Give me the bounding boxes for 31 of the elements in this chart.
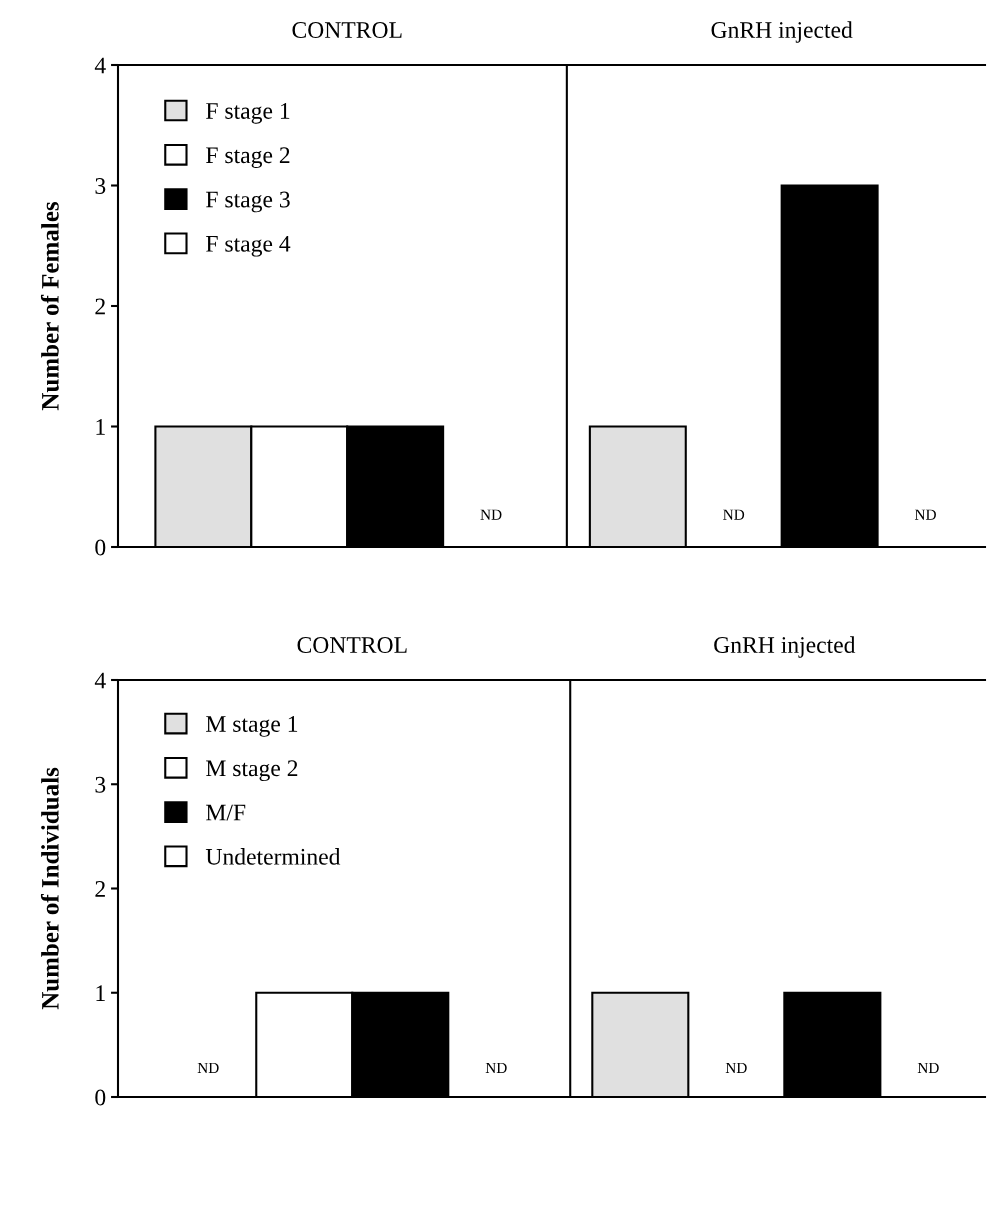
- legend-label: M stage 2: [206, 760, 298, 782]
- y-tick-label: 3: [95, 776, 106, 793]
- y-tick-label: 2: [95, 298, 105, 315]
- x-tick-label: CONTROL: [292, 22, 402, 38]
- annotation: ND: [480, 509, 502, 520]
- y-axis-title: Number of Females: [40, 202, 59, 411]
- y-tick-label: 1: [96, 985, 105, 1001]
- y-tick-label: 0: [95, 539, 106, 556]
- annotation: ND: [485, 1062, 507, 1073]
- y-tick-label: 2: [95, 881, 105, 897]
- annotation: ND: [197, 1062, 219, 1073]
- legend-label: M/F: [206, 804, 246, 821]
- legend-label: F stage 3: [206, 191, 290, 213]
- legend-label: F stage 4: [206, 235, 291, 257]
- legend-label: M stage 1: [206, 716, 298, 737]
- y-axis-title: Number of Individuals: [40, 767, 59, 1010]
- legend-label: F stage 1: [206, 103, 290, 124]
- legend-label: Undetermined: [205, 848, 341, 865]
- annotation: ND: [723, 509, 745, 520]
- x-tick-label: GnRH injected: [714, 636, 856, 658]
- y-tick-label: 4: [94, 57, 106, 74]
- legend-label: F stage 2: [206, 147, 290, 169]
- y-tick-label: 4: [94, 672, 106, 689]
- y-tick-label: 1: [96, 419, 105, 435]
- x-tick-label: CONTROL: [297, 637, 407, 653]
- annotation: ND: [917, 1062, 939, 1073]
- annotation: ND: [725, 1062, 747, 1073]
- x-tick-label: GnRH injected: [711, 21, 853, 43]
- y-tick-label: 0: [95, 1089, 106, 1106]
- annotation: ND: [914, 509, 936, 520]
- y-tick-label: 3: [95, 178, 106, 194]
